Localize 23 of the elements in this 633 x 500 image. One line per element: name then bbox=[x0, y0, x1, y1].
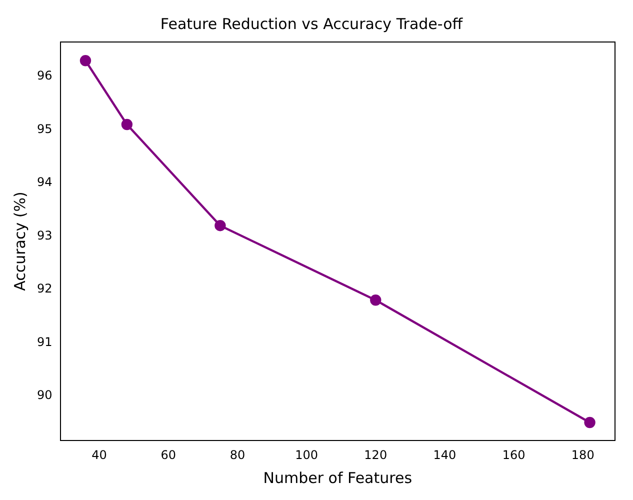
point bbox=[80, 55, 92, 66]
x-tick-label: 80 bbox=[230, 448, 246, 462]
y-tick-label: 96 bbox=[36, 68, 52, 83]
x-tick-label: 180 bbox=[571, 448, 594, 462]
y-axis-title: Accuracy (%) bbox=[10, 192, 29, 291]
point bbox=[214, 220, 226, 232]
x-tick-label: 100 bbox=[295, 448, 318, 462]
point bbox=[584, 416, 596, 428]
x-tick-label: 120 bbox=[364, 448, 388, 462]
y-tick-label: 95 bbox=[36, 122, 52, 136]
y-tick-label: 91 bbox=[36, 334, 52, 349]
y-tick-label: 93 bbox=[36, 228, 52, 242]
x-tick-label: 160 bbox=[502, 448, 526, 462]
x-tick-label: 60 bbox=[160, 448, 176, 462]
point bbox=[121, 118, 133, 130]
x-tick-label: 40 bbox=[92, 448, 107, 462]
x-axis-title: Number of Features bbox=[263, 468, 412, 487]
y-tick-label: 90 bbox=[36, 388, 52, 402]
y-tick-label: 92 bbox=[36, 282, 52, 296]
y-tick-label: 94 bbox=[36, 175, 52, 190]
point bbox=[370, 294, 382, 306]
x-tick-label: 140 bbox=[433, 448, 456, 462]
chart-title: Feature Reduction vs Accuracy Trade-off bbox=[160, 14, 464, 33]
